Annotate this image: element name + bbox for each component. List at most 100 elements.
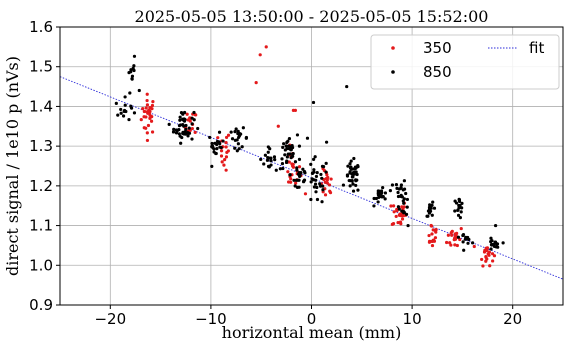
- legend-label-fit: fit: [529, 39, 544, 57]
- data-point: [394, 214, 398, 219]
- data-point: [280, 161, 285, 166]
- data-point: [178, 115, 182, 119]
- data-point: [237, 147, 241, 151]
- data-point: [324, 170, 328, 174]
- data-point: [453, 243, 457, 247]
- data-point: [396, 194, 401, 199]
- data-point: [464, 237, 468, 241]
- data-point: [489, 247, 493, 251]
- data-point: [145, 92, 149, 96]
- data-point: [225, 150, 229, 155]
- data-point: [137, 88, 141, 93]
- data-point: [404, 191, 408, 196]
- data-point: [289, 155, 293, 160]
- data-point: [491, 259, 495, 263]
- data-point: [310, 177, 314, 181]
- data-point: [287, 144, 291, 148]
- y-tick-label: 1.6: [29, 18, 53, 36]
- data-point: [285, 146, 289, 151]
- data-point: [119, 107, 123, 112]
- data-point: [297, 144, 302, 148]
- data-point: [434, 230, 438, 234]
- data-point: [177, 128, 181, 132]
- data-point: [400, 209, 404, 213]
- data-point: [186, 134, 190, 138]
- data-point: [432, 206, 437, 210]
- data-point: [284, 160, 289, 165]
- x-axis-label: horizontal mean (mm): [222, 323, 402, 342]
- data-point: [404, 212, 409, 216]
- data-point: [428, 203, 432, 207]
- data-point: [123, 95, 127, 99]
- data-point: [123, 103, 127, 107]
- data-point: [312, 185, 317, 189]
- data-point: [219, 149, 224, 153]
- data-point: [286, 170, 290, 174]
- data-point: [390, 183, 395, 187]
- data-point: [323, 193, 328, 197]
- data-point: [398, 213, 403, 217]
- data-point: [400, 217, 405, 221]
- y-tick-label: 1.4: [29, 97, 53, 115]
- data-point: [318, 184, 323, 188]
- data-point: [313, 155, 317, 159]
- data-point: [461, 233, 466, 237]
- data-point: [265, 158, 270, 162]
- data-point: [430, 243, 435, 248]
- data-point: [326, 175, 330, 180]
- legend-label-350: 350: [423, 39, 452, 57]
- data-point: [315, 171, 319, 175]
- legend-marker-850: [391, 70, 395, 74]
- data-point: [281, 145, 285, 150]
- data-point: [313, 182, 318, 186]
- data-point: [400, 205, 404, 209]
- y-tick-label: 1.1: [29, 217, 53, 235]
- data-point: [285, 140, 289, 145]
- data-point: [402, 201, 406, 205]
- data-point: [466, 241, 470, 245]
- data-point: [130, 77, 134, 81]
- data-point: [297, 165, 302, 169]
- data-point: [287, 160, 291, 164]
- data-point: [402, 205, 406, 209]
- data-point: [348, 162, 352, 166]
- data-point: [289, 177, 293, 181]
- data-point: [219, 145, 223, 150]
- data-point: [147, 108, 151, 112]
- data-point: [347, 178, 351, 183]
- series-850: [114, 54, 505, 252]
- data-point: [114, 101, 118, 105]
- data-point: [297, 157, 302, 161]
- data-point: [229, 130, 233, 134]
- data-point: [294, 181, 298, 185]
- data-point: [348, 166, 353, 170]
- data-point: [324, 161, 328, 165]
- data-point: [293, 108, 298, 112]
- data-point: [480, 257, 484, 262]
- data-point: [472, 244, 476, 249]
- data-point: [314, 190, 318, 194]
- data-point: [325, 181, 329, 185]
- data-point: [376, 200, 380, 204]
- data-point: [392, 210, 396, 214]
- data-point: [174, 131, 179, 135]
- data-point: [427, 233, 431, 238]
- data-point: [288, 152, 292, 156]
- data-point: [314, 178, 318, 182]
- data-point: [372, 196, 376, 201]
- data-point: [185, 112, 189, 116]
- data-point: [314, 174, 319, 179]
- data-point: [296, 178, 300, 182]
- data-point: [178, 123, 183, 127]
- data-point: [459, 226, 463, 231]
- data-point: [150, 130, 155, 134]
- data-point: [429, 224, 434, 228]
- data-point: [492, 244, 497, 249]
- data-point: [374, 196, 378, 201]
- data-point: [267, 165, 271, 169]
- y-tick-label: 1.2: [29, 177, 53, 195]
- data-point: [144, 115, 148, 119]
- data-point: [210, 164, 214, 168]
- data-point: [458, 216, 462, 220]
- data-point: [346, 164, 350, 168]
